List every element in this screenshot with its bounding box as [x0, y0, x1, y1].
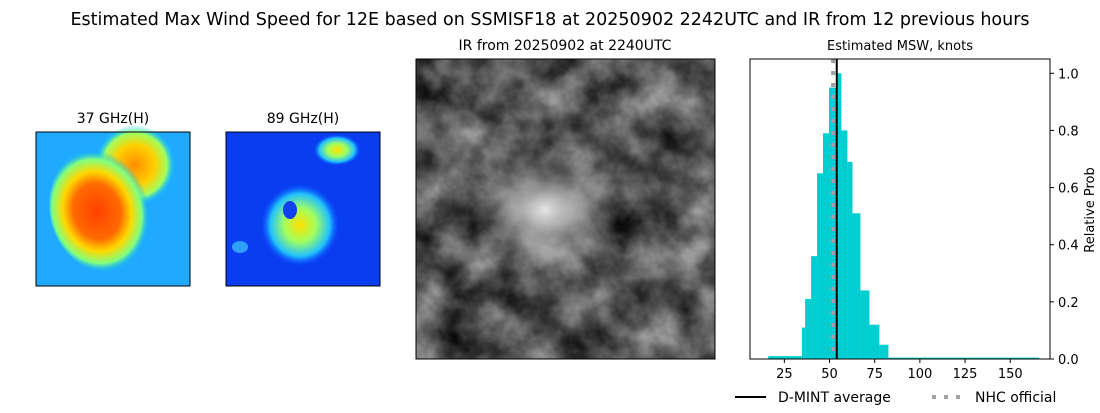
histogram-bar: [817, 173, 824, 359]
histogram-bars: [768, 73, 1040, 360]
y-axis-label: Relative Prob: [1083, 167, 1098, 252]
histogram-bar: [811, 256, 818, 359]
y-tick-label: 0.0: [1058, 353, 1079, 368]
histogram-bar: [860, 290, 870, 359]
x-tick-label: 75: [866, 367, 883, 382]
mw37-title: 37 GHz(H): [77, 111, 149, 127]
y-tick-label: 1.0: [1058, 67, 1079, 82]
histogram-bar: [768, 356, 802, 359]
y-tick-label: 0.6: [1058, 182, 1079, 197]
histogram-bar: [841, 130, 848, 359]
mw89-title: 89 GHz(H): [267, 111, 339, 127]
ir-image: [415, 58, 716, 360]
chart-title: Estimated MSW, knots: [827, 39, 973, 54]
plot-frame: [749, 58, 1051, 360]
histogram-bar: [852, 213, 861, 359]
histogram-bar: [823, 133, 829, 359]
figure-title: Estimated Max Wind Speed for 12E based o…: [70, 10, 1029, 30]
x-tick-label: 100: [907, 367, 932, 382]
histogram-bar: [828, 87, 837, 360]
x-tick-label: 125: [953, 367, 978, 382]
histogram-bar: [869, 324, 880, 359]
legend: D-MINT average NHC official: [735, 390, 1056, 406]
legend-dmint-label: D-MINT average: [778, 390, 891, 406]
histogram-bar: [879, 344, 889, 359]
y-tick-label: 0.8: [1058, 124, 1079, 139]
x-tick-label: 150: [998, 367, 1023, 382]
reference-lines: [831, 59, 838, 359]
legend-nhc-label: NHC official: [975, 390, 1056, 406]
y-tick-label: 0.4: [1058, 239, 1079, 254]
y-tick-label: 0.2: [1058, 296, 1079, 311]
x-axis-ticks: 25 50 75 100 125 150: [776, 359, 1023, 382]
mw37-image: [35, 125, 191, 287]
mw89-image: [225, 131, 381, 287]
x-tick-label: 50: [821, 367, 838, 382]
x-tick-label: 25: [776, 367, 793, 382]
histogram-bar: [801, 327, 806, 359]
histogram-bar: [836, 73, 842, 360]
histogram-bar: [888, 357, 1040, 359]
y-axis-ticks: 0.0 0.2 0.4 0.6 0.8 1.0: [1050, 67, 1079, 368]
histogram-bar: [847, 161, 853, 359]
histogram-bar: [805, 299, 812, 359]
ir-title: IR from 20250902 at 2240UTC: [459, 38, 672, 54]
